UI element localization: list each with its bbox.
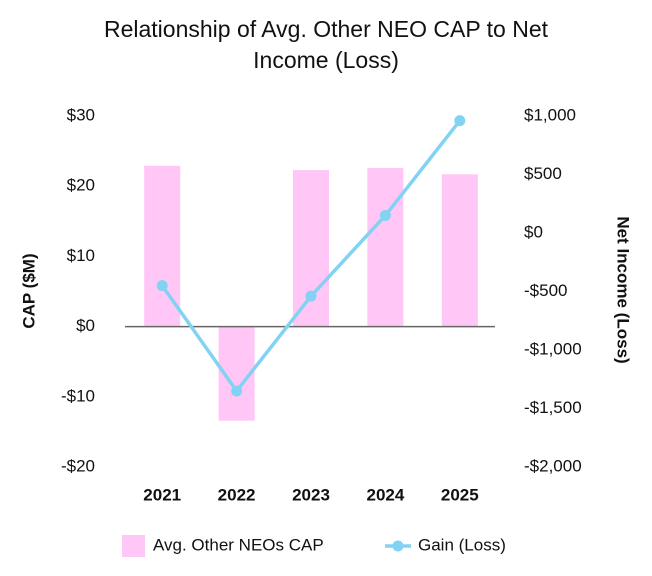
y-axis-label: CAP ($M) [19, 253, 38, 328]
y2-tick-label: -$500 [524, 281, 567, 300]
y-tick-label: -$20 [61, 456, 95, 475]
line-point [231, 385, 243, 397]
y-tick-label: $10 [67, 246, 95, 265]
legend-swatch-point [392, 540, 404, 552]
y-tick-label: -$10 [61, 386, 95, 405]
y2-tick-label: -$2,000 [524, 456, 582, 475]
x-tick-label: 2024 [366, 485, 404, 504]
legend-label: Avg. Other NEOs CAP [153, 535, 324, 554]
bar [367, 167, 404, 327]
line-point [454, 115, 466, 127]
y-tick-label: $20 [67, 176, 95, 195]
line-point [156, 280, 168, 292]
y-tick-label: $0 [76, 316, 95, 335]
bar [293, 170, 329, 327]
y2-tick-label: $0 [524, 222, 543, 241]
y2-axis-label: Net Income (Loss) [614, 216, 633, 363]
line-point [305, 290, 317, 302]
y2-tick-label: $500 [524, 164, 562, 183]
x-tick-label: 2022 [218, 485, 256, 504]
x-tick-label: 2021 [143, 485, 181, 504]
chart-title: Relationship of Avg. Other NEO CAP to Ne… [103, 16, 549, 73]
legend-swatch [122, 535, 145, 557]
y-tick-label: $30 [67, 105, 95, 124]
y2-tick-label: -$1,000 [524, 339, 582, 358]
bar [441, 174, 478, 327]
legend-label: Gain (Loss) [418, 535, 506, 554]
y2-tick-label: $1,000 [524, 105, 576, 124]
x-tick-label: 2023 [292, 485, 330, 504]
y2-tick-label: -$1,500 [524, 398, 582, 417]
line-point [379, 209, 391, 221]
x-tick-label: 2025 [441, 485, 479, 504]
